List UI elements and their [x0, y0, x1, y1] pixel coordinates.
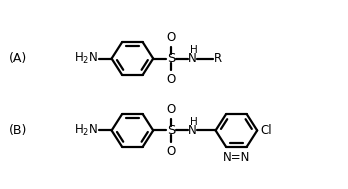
Text: H: H [190, 117, 197, 127]
Text: O: O [167, 31, 176, 44]
Text: S: S [167, 52, 175, 65]
Text: N=N: N=N [223, 151, 250, 164]
Text: Cl: Cl [260, 124, 271, 137]
Text: H: H [190, 45, 197, 55]
Text: O: O [167, 103, 176, 116]
Text: (B): (B) [9, 124, 28, 137]
Text: O: O [167, 73, 176, 86]
Text: O: O [167, 145, 176, 158]
Text: R: R [214, 52, 222, 65]
Text: S: S [167, 124, 175, 137]
Text: N: N [188, 124, 196, 137]
Text: (A): (A) [9, 52, 27, 65]
Text: H$_2$N: H$_2$N [74, 123, 98, 138]
Text: N: N [188, 52, 196, 65]
Text: H$_2$N: H$_2$N [74, 51, 98, 66]
